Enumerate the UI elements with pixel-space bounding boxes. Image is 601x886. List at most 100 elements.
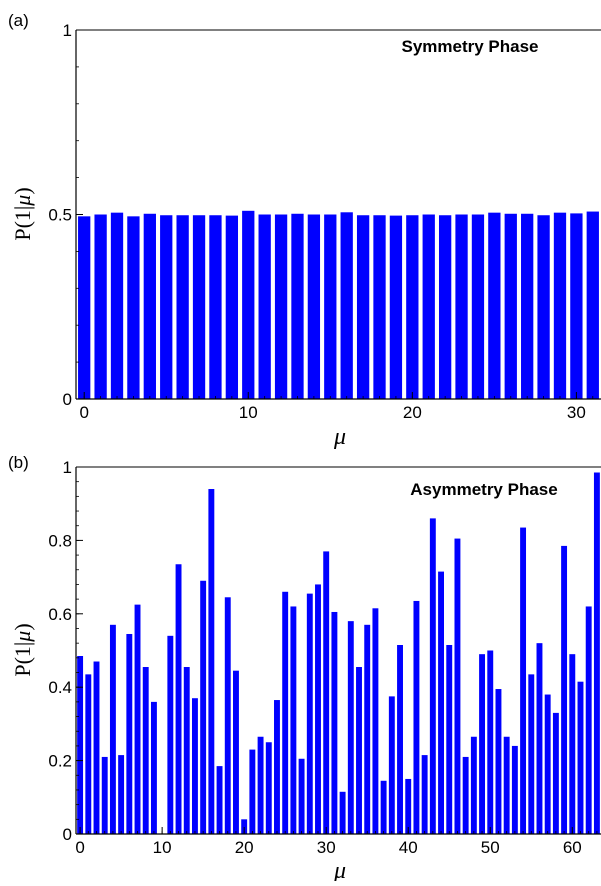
y-tick-label: 0 xyxy=(63,390,72,409)
bar xyxy=(241,819,248,834)
bar xyxy=(586,211,599,399)
bar xyxy=(438,571,444,834)
bar xyxy=(167,635,174,834)
x-tick-label: 10 xyxy=(153,838,172,857)
bar xyxy=(422,214,435,399)
bar xyxy=(274,214,288,399)
bar xyxy=(511,745,518,834)
bar xyxy=(209,215,222,399)
bar xyxy=(544,694,551,834)
bar xyxy=(495,689,502,834)
x-axis-label-b: μ xyxy=(333,858,346,881)
bar xyxy=(78,216,91,399)
bar xyxy=(315,584,321,834)
panel-label-a: (a) xyxy=(8,11,29,30)
bar xyxy=(306,593,313,834)
bar xyxy=(307,214,321,399)
bar xyxy=(413,600,420,834)
bar xyxy=(175,564,182,834)
y-tick-label: 0.6 xyxy=(48,605,72,624)
bar xyxy=(570,213,583,399)
bar xyxy=(520,527,527,834)
bar xyxy=(101,756,108,834)
bar xyxy=(438,215,452,399)
bar xyxy=(577,681,584,834)
bar xyxy=(208,489,215,834)
bar xyxy=(372,608,379,834)
bar xyxy=(160,215,173,399)
chart-title-a: Symmetry Phase xyxy=(401,37,538,56)
bar xyxy=(233,670,239,834)
bar xyxy=(528,674,535,834)
x-tick-label: 0 xyxy=(79,403,88,422)
bar xyxy=(94,214,107,399)
bar xyxy=(339,791,346,834)
bar xyxy=(143,213,156,399)
bar xyxy=(192,215,206,399)
bar xyxy=(109,624,116,834)
bar xyxy=(77,656,84,834)
bar xyxy=(290,606,297,834)
bar xyxy=(150,701,157,834)
bar xyxy=(389,215,403,399)
panel-label-b: (b) xyxy=(8,453,29,472)
ticks-b: 0 10 20 30 40 50 60 0 0.2 0.4 0.6 0.8 1 xyxy=(48,458,598,857)
y-axis-label-b: P(1|μ) xyxy=(10,623,35,676)
bar xyxy=(462,756,469,834)
bar xyxy=(85,674,92,834)
bar xyxy=(446,645,453,834)
bar xyxy=(488,212,501,399)
bar xyxy=(242,210,255,399)
bar xyxy=(258,214,271,399)
bar xyxy=(373,215,386,399)
bars-b xyxy=(77,472,600,835)
x-tick-label: 60 xyxy=(563,838,582,857)
bar xyxy=(479,654,486,834)
bar xyxy=(127,216,140,399)
axes-b xyxy=(75,466,601,835)
bar xyxy=(585,606,592,834)
bar xyxy=(552,712,559,834)
bar xyxy=(274,700,280,834)
bar xyxy=(142,667,149,834)
bar xyxy=(282,591,289,834)
panel-b: (b) 0 10 20 30 40 50 60 0 0.2 0.4 0.6 0.8 1 Asymmetr… xyxy=(8,453,601,884)
bars-a xyxy=(78,210,599,399)
x-tick-label: 40 xyxy=(399,838,418,857)
bar xyxy=(216,766,223,834)
y-tick-label: 0.2 xyxy=(48,752,72,771)
bar xyxy=(126,633,133,834)
bar xyxy=(470,736,477,834)
bar xyxy=(225,215,239,399)
bar xyxy=(176,215,189,399)
bar xyxy=(536,643,543,834)
y-tick-label: 1 xyxy=(63,458,72,477)
x-tick-label: 30 xyxy=(567,403,586,422)
bar xyxy=(553,212,567,399)
bar xyxy=(521,213,534,399)
bar xyxy=(331,611,338,834)
bar xyxy=(118,755,125,834)
bar xyxy=(257,736,264,834)
bar xyxy=(388,696,395,835)
bar xyxy=(364,624,371,834)
x-tick-label: 50 xyxy=(481,838,500,857)
bar xyxy=(471,214,485,399)
bar xyxy=(347,621,354,834)
bar xyxy=(356,215,370,399)
bar xyxy=(224,597,231,834)
x-tick-label: 30 xyxy=(317,838,336,857)
bar xyxy=(340,212,353,399)
y-tick-label: 0.5 xyxy=(48,206,72,225)
x-tick-label: 20 xyxy=(235,838,254,857)
bar xyxy=(421,755,428,834)
y-tick-label: 0 xyxy=(63,825,72,844)
bar xyxy=(324,214,337,399)
bar xyxy=(406,215,419,399)
bar xyxy=(191,698,198,834)
bar xyxy=(569,654,576,834)
bar xyxy=(356,667,362,834)
bar xyxy=(380,780,387,834)
y-tick-label: 0.4 xyxy=(48,678,72,697)
